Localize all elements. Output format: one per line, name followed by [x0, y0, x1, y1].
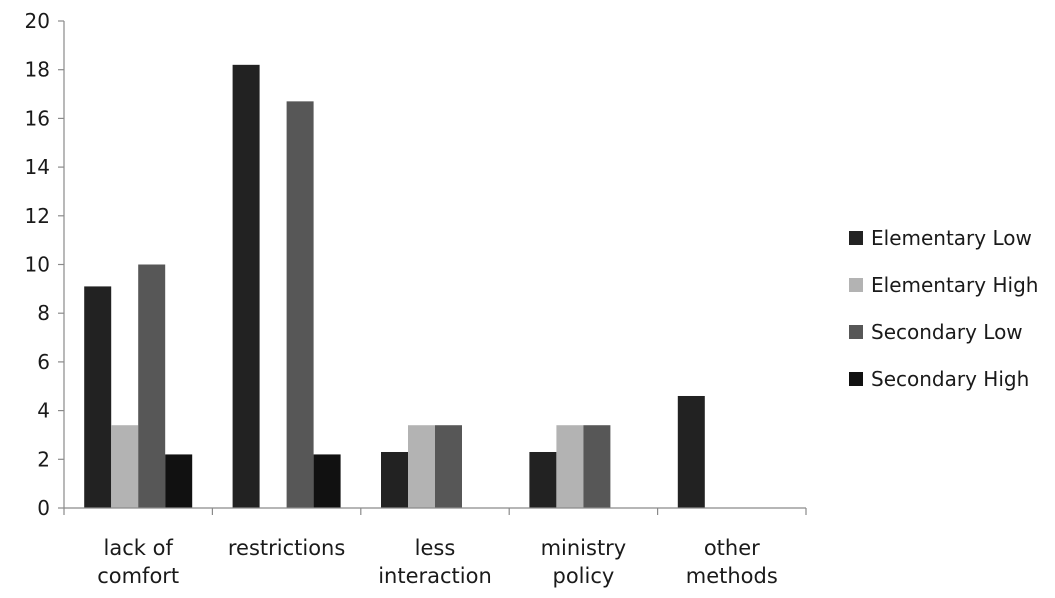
- x-category-label: less interaction: [378, 536, 492, 588]
- bars-group: [84, 64, 705, 508]
- bar-elementary-high: [111, 425, 139, 508]
- y-tick-label: 20: [25, 9, 50, 33]
- bar-secondary-high: [313, 454, 341, 508]
- bar-elementary-low: [381, 451, 408, 508]
- bar-elementary-low: [677, 395, 705, 508]
- legend-swatch: [849, 278, 863, 292]
- bar-elementary-low: [529, 451, 557, 508]
- bar-elementary-high: [408, 425, 435, 508]
- y-tick-label: 8: [37, 301, 50, 325]
- y-tick-label: 0: [37, 496, 50, 520]
- x-category-label: restrictions: [228, 536, 345, 560]
- legend-label: Secondary High: [871, 367, 1029, 391]
- legend-label: Elementary Low: [871, 226, 1032, 250]
- x-category-label: other methods: [686, 536, 778, 588]
- legend-swatch: [849, 325, 863, 339]
- y-tick-label: 14: [25, 155, 50, 179]
- y-tick-label: 10: [25, 253, 50, 277]
- y-axis: 0 2 4 6 8 10 12 14 16 18 20: [25, 9, 65, 520]
- bar-secondary-low: [435, 425, 462, 508]
- y-tick-label: 18: [25, 58, 50, 82]
- bar-elementary-low: [232, 64, 260, 508]
- bar-elementary-high: [556, 425, 584, 508]
- x-category-label: lack of comfort: [97, 536, 179, 588]
- legend-swatch: [849, 372, 863, 386]
- bar-secondary-high: [165, 454, 193, 508]
- bar-secondary-low: [286, 101, 314, 508]
- y-tick-label: 16: [25, 106, 50, 130]
- y-tick-label: 12: [25, 204, 50, 228]
- bar-elementary-low: [84, 286, 112, 508]
- y-tick-label: 2: [37, 447, 50, 471]
- legend-label: Elementary High: [871, 273, 1038, 297]
- bar-secondary-low: [583, 425, 611, 508]
- x-category-label: ministry policy: [541, 536, 627, 588]
- legend-label: Secondary Low: [871, 320, 1023, 344]
- bar-secondary-low: [138, 264, 166, 508]
- y-tick-label: 6: [37, 350, 50, 374]
- y-tick-label: 4: [37, 399, 50, 423]
- legend-swatch: [849, 231, 863, 245]
- legend: Elementary Low Elementary High Secondary L…: [849, 226, 1038, 391]
- x-axis: lack of comfort restrictions less interactio…: [63, 507, 807, 588]
